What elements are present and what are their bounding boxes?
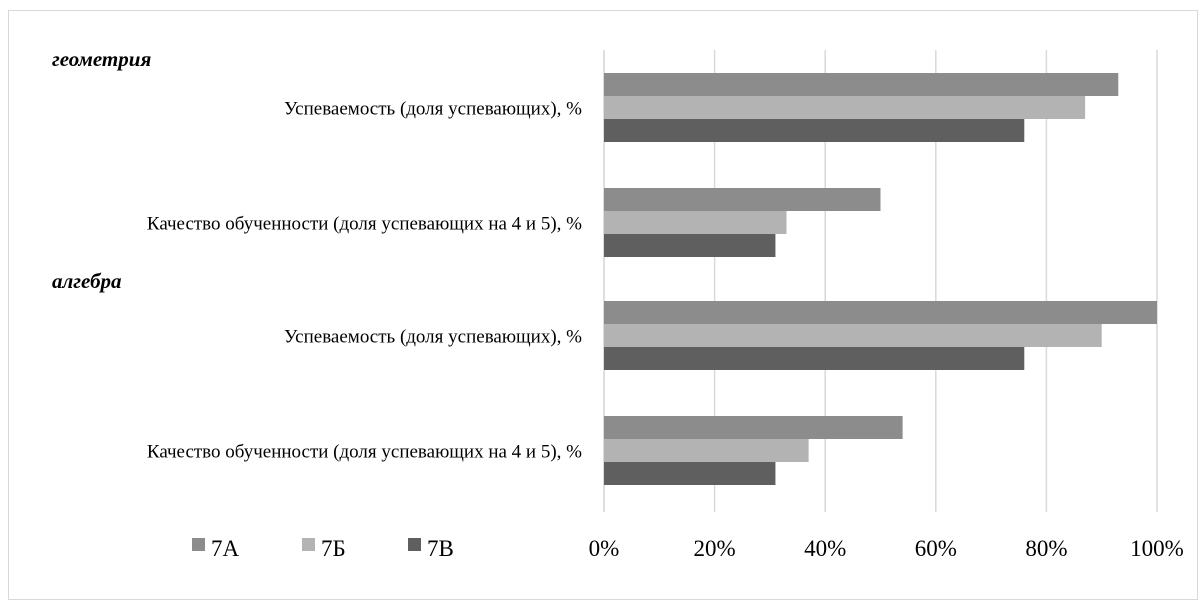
category-label: Качество обученности (доля успевающих на… [147, 442, 582, 463]
legend-label-7А: 7А [211, 536, 240, 561]
legend-label-7В: 7В [427, 536, 454, 561]
category-label: Качество обученности (доля успевающих на… [147, 214, 582, 235]
bar-7В [604, 462, 776, 485]
legend-swatch-7Б [302, 538, 315, 551]
bar-7В [604, 347, 1025, 370]
x-tick-label: 40% [804, 536, 846, 561]
bar-7А [604, 188, 881, 211]
x-tick-label: 20% [694, 536, 736, 561]
bar-7Б [604, 211, 787, 234]
bar-7Б [604, 439, 809, 462]
bar-layer [604, 73, 1157, 485]
bar-7В [604, 234, 776, 257]
category-label: Успеваемость (доля успевающих), % [284, 327, 582, 348]
legend-swatch-7А [192, 538, 205, 551]
label-layer: геометрия Успеваемость (доля успевающих),… [52, 47, 582, 463]
bar-7А [604, 73, 1119, 96]
legend-layer: 7А 7Б 7В [192, 536, 454, 561]
x-tick-label: 60% [915, 536, 957, 561]
bar-7Б [604, 324, 1102, 347]
bar-7Б [604, 96, 1086, 119]
category-label: Успеваемость (доля успевающих), % [284, 99, 582, 120]
x-tick-label: 0% [589, 536, 620, 561]
section-label: алгебра [52, 269, 122, 293]
section-label: геометрия [52, 47, 151, 71]
legend-label-7Б: 7Б [321, 536, 346, 561]
x-tick-label: 80% [1025, 536, 1067, 561]
x-tick-label: 100% [1130, 536, 1184, 561]
bar-7В [604, 119, 1025, 142]
tick-layer: 0% 20% 40% 60% 80% 100% [589, 536, 1184, 561]
bar-7А [604, 301, 1157, 324]
legend-swatch-7В [408, 538, 421, 551]
bar-7А [604, 416, 903, 439]
